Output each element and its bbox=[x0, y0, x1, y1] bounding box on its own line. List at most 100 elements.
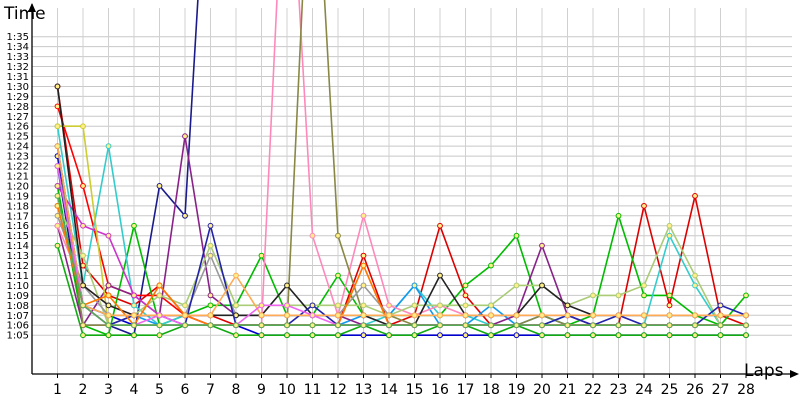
data-point bbox=[615, 212, 622, 219]
y-tick-label: 1:19 bbox=[7, 191, 29, 202]
data-point bbox=[641, 202, 647, 209]
x-tick-label: 16 bbox=[431, 382, 449, 398]
data-point bbox=[207, 322, 214, 329]
x-tick-label: 28 bbox=[737, 382, 755, 398]
y-tick-label: 1:23 bbox=[7, 152, 29, 163]
data-point bbox=[692, 312, 698, 319]
data-point bbox=[360, 212, 367, 219]
x-tick-label: 21 bbox=[559, 382, 577, 398]
data-point bbox=[309, 302, 316, 309]
y-tick-label: 1:15 bbox=[7, 231, 29, 242]
data-point bbox=[411, 282, 418, 289]
data-point bbox=[513, 232, 520, 239]
x-tick-label: 12 bbox=[329, 382, 347, 398]
data-point bbox=[386, 322, 392, 329]
data-point bbox=[335, 302, 341, 309]
x-tick-label: 23 bbox=[610, 382, 628, 398]
y-tick-label: 1:21 bbox=[7, 171, 29, 182]
x-tick-label: 5 bbox=[155, 382, 164, 398]
data-point bbox=[615, 332, 622, 339]
data-point bbox=[462, 332, 469, 339]
data-point bbox=[54, 83, 61, 90]
data-point bbox=[717, 312, 724, 319]
data-point bbox=[156, 183, 163, 189]
data-point bbox=[564, 322, 571, 329]
data-point bbox=[437, 322, 443, 329]
data-point bbox=[386, 312, 392, 319]
data-point bbox=[309, 232, 316, 239]
data-point bbox=[743, 332, 749, 339]
data-point bbox=[309, 312, 316, 319]
data-point bbox=[513, 282, 520, 289]
data-point bbox=[54, 143, 61, 150]
data-point bbox=[207, 242, 214, 249]
y-tick-label: 1:27 bbox=[7, 112, 29, 123]
y-tick-label: 1:24 bbox=[7, 142, 29, 153]
data-point bbox=[258, 332, 265, 339]
y-tick-label: 1:08 bbox=[7, 301, 29, 312]
series-line bbox=[56, 245, 746, 336]
data-point bbox=[743, 312, 749, 319]
data-point bbox=[666, 222, 673, 229]
data-point bbox=[284, 312, 290, 319]
y-tick-label: 1:32 bbox=[7, 62, 29, 73]
y-tick-label: 1:05 bbox=[7, 331, 29, 342]
data-point bbox=[513, 322, 520, 329]
data-point bbox=[131, 292, 137, 299]
data-point bbox=[156, 322, 163, 329]
data-point bbox=[207, 302, 214, 309]
y-tick-label: 1:06 bbox=[7, 321, 29, 332]
data-point bbox=[54, 222, 61, 229]
data-point bbox=[284, 302, 290, 309]
data-point bbox=[54, 183, 61, 189]
data-point bbox=[309, 322, 316, 329]
y-tick-label: 1:30 bbox=[7, 82, 29, 93]
data-point bbox=[437, 302, 443, 309]
data-point bbox=[488, 322, 494, 329]
data-point bbox=[539, 312, 545, 319]
x-tick-label: 3 bbox=[104, 382, 113, 398]
x-tick-label: 11 bbox=[304, 382, 322, 398]
data-point bbox=[207, 222, 214, 229]
axes bbox=[28, 3, 799, 378]
data-point bbox=[411, 332, 418, 339]
y-tick-label: 1:11 bbox=[7, 271, 29, 282]
x-tick-label: 2 bbox=[79, 382, 88, 398]
data-point bbox=[105, 292, 112, 299]
x-tick-label: 13 bbox=[355, 382, 373, 398]
data-point bbox=[80, 282, 86, 289]
data-point bbox=[335, 232, 341, 239]
data-point bbox=[666, 322, 673, 329]
data-point bbox=[666, 312, 673, 319]
y-tick-label: 1:18 bbox=[7, 201, 29, 212]
y-tick-label: 1:17 bbox=[7, 211, 29, 222]
data-point bbox=[131, 322, 137, 329]
y-axis-title: Time bbox=[3, 4, 46, 24]
data-point bbox=[156, 292, 163, 299]
y-tick-label: 1:26 bbox=[7, 122, 29, 133]
data-point bbox=[105, 312, 112, 319]
data-point bbox=[539, 282, 545, 289]
data-point bbox=[80, 332, 86, 339]
data-point bbox=[258, 302, 265, 309]
data-point bbox=[156, 332, 163, 339]
data-point bbox=[590, 312, 596, 319]
data-point bbox=[335, 332, 341, 339]
y-tick-label: 1:14 bbox=[7, 241, 29, 252]
series-21 bbox=[54, 192, 749, 329]
series-line bbox=[56, 145, 746, 317]
x-tick-label: 4 bbox=[130, 382, 139, 398]
data-point bbox=[462, 282, 469, 289]
data-point bbox=[692, 272, 698, 279]
data-point bbox=[692, 282, 698, 289]
x-tick-label: 8 bbox=[232, 382, 241, 398]
data-point bbox=[564, 312, 571, 319]
data-point bbox=[692, 322, 698, 329]
data-point bbox=[437, 312, 443, 319]
data-point bbox=[360, 282, 367, 289]
data-point bbox=[488, 332, 494, 339]
y-tick-label: 1:33 bbox=[7, 52, 29, 63]
y-tick-label: 1:31 bbox=[7, 72, 29, 83]
data-point bbox=[80, 252, 86, 259]
